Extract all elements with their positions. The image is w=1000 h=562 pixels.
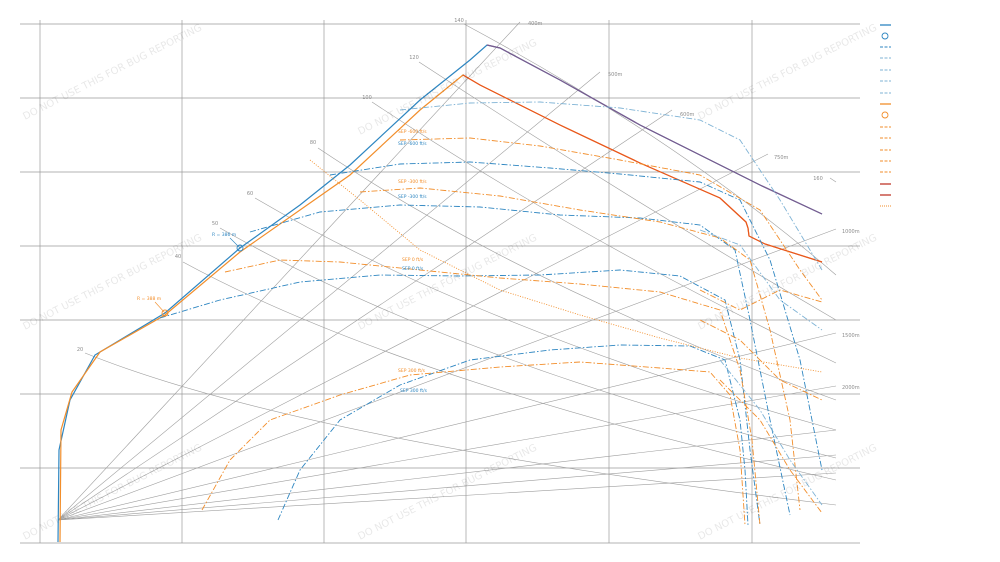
series-line-3 [462,74,823,263]
speed-line-0 [84,352,837,506]
speed-label-1: 40 [175,254,181,260]
speed-lines: 20 40 50 60 80 100 120 140 160 [77,18,837,506]
series-line-4 [277,344,749,526]
range-label-6: 2000m [842,385,860,391]
series-line-11 [359,187,801,511]
series-line-2 [59,74,823,543]
speed-label-6: 120 [409,55,419,61]
sep-label-7: SEP 300 ft/s [400,388,428,394]
sep-label-1: SEP -600 ft/s [398,141,427,147]
legend [880,24,891,207]
watermark-2: DO NOT USE THIS FOR BUG REPORTING [696,22,878,122]
sep-label-6: SEP 300 ft/s [398,368,426,374]
sep-label-2: SEP -300 ft/s [398,179,427,185]
speed-line-5 [371,101,837,364]
sep-label-5: SEP 0 ft/s [402,266,424,272]
speed-line-3 [254,197,837,431]
range-line-extra-0 [57,472,837,521]
series-line-8 [399,101,823,271]
sep-label-0: SEP -600 ft/s [398,129,427,135]
range-line-2 [57,109,673,521]
sep-label-3: SEP -300 ft/s [398,194,427,200]
watermark-8: DO NOT USE THIS FOR BUG REPORTING [696,442,878,542]
marker-leader-0 [229,237,241,249]
speed-line-8 [829,177,837,183]
series-line-7 [329,161,823,471]
series-line-1 [486,44,823,215]
speed-line-7 [463,23,837,276]
speed-line-6 [418,61,837,321]
speed-label-0: 20 [77,347,83,353]
range-label-0: 400m [528,21,543,27]
watermark-0: DO NOT USE THIS FOR BUG REPORTING [21,22,203,122]
range-label-1: 500m [608,72,623,78]
range-line-6 [57,385,837,521]
legend-marker-1 [881,32,889,40]
sep-label-4: SEP 0 ft/s [402,257,424,263]
series-line-9 [201,361,746,526]
speed-line-1 [182,261,837,481]
marker-leader-1 [154,301,166,314]
speed-label-7: 140 [454,18,464,24]
watermark-group: DO NOT USE THIS FOR BUG REPORTING DO NOT … [21,22,878,542]
watermark-4: DO NOT USE THIS FOR BUG REPORTING [356,232,538,332]
range-label-2: 600m [680,112,695,118]
range-lines: 400m 500m 600m 750m 1000m 1500m 2000m [57,21,860,521]
range-line-5 [57,332,837,521]
series-line-15 [699,319,823,401]
series-line-6 [249,204,791,516]
legend-marker-8 [881,111,889,119]
range-label-4: 1000m [842,229,860,235]
speed-label-3: 60 [247,191,253,197]
series-line-16 [719,379,823,514]
range-line-extra-2 [57,429,837,521]
series-line-13 [309,159,823,373]
series-line-18 [719,359,823,506]
marker-label-0: R = 386 m [212,232,236,238]
series-line-10 [224,259,761,526]
range-line-0 [57,21,521,521]
marker-group: R = 386 m R = 388 m [137,232,244,317]
grid-lines [20,20,860,544]
series-line-5 [159,269,761,526]
range-line-extra-1 [57,454,837,521]
speed-label-4: 80 [310,140,316,146]
turn-marker-1 [161,309,169,317]
speed-label-2: 50 [212,221,218,227]
range-label-5: 1500m [842,333,860,339]
annotation-group: SEP -600 ft/s SEP -600 ft/s SEP -300 ft/s S… [398,129,428,394]
series-line-12 [399,137,823,301]
range-label-3: 750m [774,155,789,161]
speed-label-8: 160 [813,176,823,182]
range-line-4 [57,228,837,521]
speed-label-5: 100 [362,95,372,101]
range-line-3 [57,153,769,521]
series-group [57,44,823,543]
watermark-3: DO NOT USE THIS FOR BUG REPORTING [21,232,203,332]
range-line-1 [57,71,601,521]
marker-label-1: R = 388 m [137,296,161,302]
turn-marker-0 [236,244,244,252]
watermark-1: DO NOT USE THIS FOR BUG REPORTING [356,37,538,137]
watermark-6: DO NOT USE THIS FOR BUG REPORTING [21,442,203,542]
speed-line-2 [219,227,837,459]
